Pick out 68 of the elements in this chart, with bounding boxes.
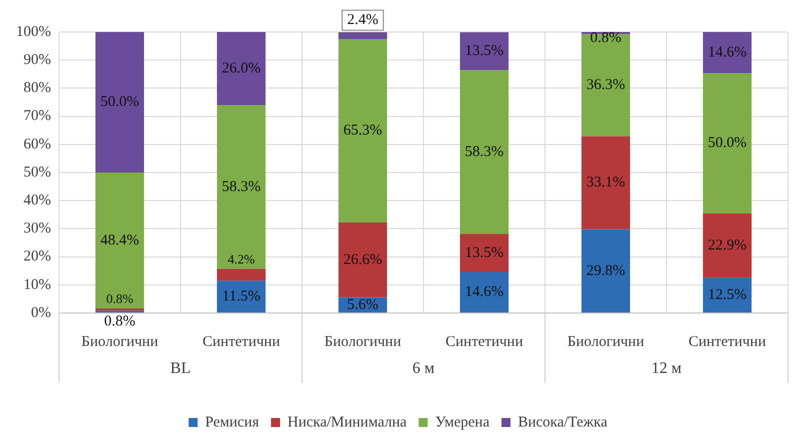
data-label: 0.8% [106,290,134,306]
y-tick-label: 80% [23,80,51,96]
data-label: 26.0% [222,60,261,76]
data-label: 50.0% [100,94,140,110]
legend-label: Висока/Тежка [518,414,608,430]
data-label: 0.8% [590,30,622,46]
data-label: 12.5% [708,287,747,304]
y-tick-label: 60% [23,136,51,152]
data-label: 58.3% [222,178,261,195]
bar [338,39,388,223]
bar [460,32,509,70]
x-tick-label: Биологични [324,334,402,350]
bar [216,268,266,281]
legend-label: Умерена [435,414,490,430]
bar [338,222,388,298]
bar [702,73,752,214]
legend-label: Ниска/Минимална [288,414,408,430]
y-tick-label: 50% [23,164,51,180]
x-tick-label: Синтетични [446,334,523,350]
data-label: 14.6% [708,44,747,60]
bar [702,214,752,278]
x-tick-label: Биологични [81,334,158,350]
legend-label: Ремисия [205,414,260,430]
data-label: 2.4% [347,12,378,28]
y-tick-label: 90% [23,52,51,68]
x-tick-label: Синтетични [688,334,766,350]
text: BL [170,360,191,378]
data-label: 5.6% [347,296,378,313]
data-label: 48.4% [100,232,140,248]
bar [581,136,630,230]
data-label: 22.9% [708,238,747,254]
data-label: 50.0% [708,135,747,152]
bar [338,32,388,40]
data-label: 65.3% [343,122,382,139]
y-tick-label: 10% [23,276,51,293]
bar [95,172,144,309]
data-label: 11.5% [222,288,260,305]
bar [581,229,630,312]
text: 6 м [412,360,435,378]
data-label: 58.3% [464,144,504,160]
x-tick-label: Синтетични [202,334,280,350]
data-label: 26.6% [343,252,382,268]
data-label: 0.8% [104,313,136,330]
data-label: 14.6% [464,284,504,300]
y-tick-label: 100% [16,24,51,40]
x-tick-label: Биологични [567,334,644,350]
bar [216,280,266,312]
bar [95,32,144,172]
bar [460,70,509,234]
data-label: 29.8% [586,262,626,279]
bar [460,272,509,312]
y-tick-label: 30% [23,220,51,237]
text: 12 м [651,360,682,378]
y-tick-label: 0% [30,304,51,321]
data-label: 33.1% [586,174,626,191]
data-label: 4.2% [228,251,255,266]
bar [581,34,630,136]
y-tick-label: 70% [23,108,51,124]
y-tick-label: 40% [23,192,51,209]
bar [702,278,752,312]
bar [216,105,266,269]
bar [460,234,509,272]
y-tick-label: 20% [23,248,51,265]
bar [216,32,266,106]
data-label: 36.3% [586,77,626,94]
bar [702,32,752,74]
data-label: 13.5% [464,43,504,60]
data-label: 13.5% [464,244,504,261]
